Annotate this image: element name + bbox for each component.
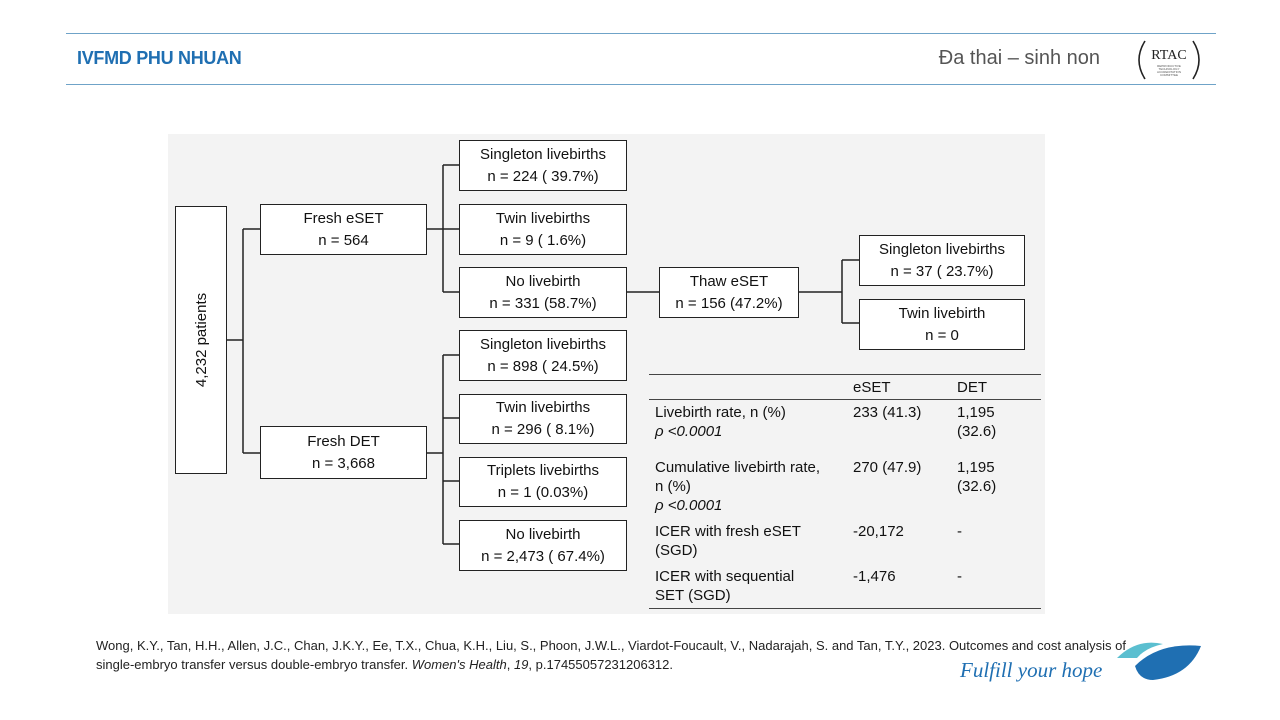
table-row-label-cell: ICER with fresh eSET (SGD) [649, 519, 847, 564]
row-label: ICER with fresh eSET (SGD) [655, 522, 801, 559]
node-title: Fresh DET [307, 432, 380, 450]
table-header-cell [649, 374, 847, 400]
table-cell: 1,195 (32.6) [957, 404, 997, 440]
root-node: 4,232 patients [175, 206, 227, 474]
det-singleton-node: Singleton livebirths n = 898 ( 24.5%) [459, 330, 627, 381]
node-count: n = 2,473 ( 67.4%) [481, 547, 605, 565]
row-label: ICER with sequential SET (SGD) [655, 567, 795, 604]
node-count: n = 898 ( 24.5%) [487, 357, 599, 375]
table-row: ICER with sequential SET (SGD) -1,476 - [649, 564, 1041, 609]
brand-name: IVFMD PHU NHUAN [77, 48, 242, 68]
table-header-cell: eSET [847, 374, 951, 400]
root-node-label: 4,232 patients [193, 292, 210, 388]
node-count: n = 1 (0.03%) [497, 484, 589, 501]
citation-volume: 19 [513, 657, 529, 672]
node-title: Twin livebirths [495, 399, 591, 416]
thaw-eset-node: Thaw eSET n = 156 (47.2%) [659, 267, 799, 318]
node-count: n = 3,668 [312, 454, 375, 472]
node-title: Twin livebirths [495, 209, 591, 227]
node-count: n = 331 (58.7%) [489, 294, 597, 312]
citation: Wong, K.Y., Tan, H.H., Allen, J.C., Chan… [96, 636, 1126, 674]
eset-twin-node: Twin livebirths n = 9 ( 1.6%) [459, 204, 627, 255]
header-top-rule [66, 33, 1216, 34]
node-title: Singleton livebirths [879, 240, 1005, 258]
table-row: ICER with fresh eSET (SGD) -20,172 - [649, 519, 1041, 564]
table-row-label-cell: ICER with sequential SET (SGD) [649, 564, 847, 609]
node-title: No livebirth [505, 272, 581, 290]
fresh-eset-node: Fresh eSET n = 564 [260, 204, 427, 255]
row-label: Cumulative livebirth rate, n (%) [655, 458, 821, 495]
eset-no-livebirth-node: No livebirth n = 331 (58.7%) [459, 267, 627, 318]
table-cell: 233 (41.3) [853, 404, 922, 421]
node-title: Triplets livebirths [487, 462, 599, 479]
table-row-label-cell: Livebirth rate, n (%) ρ <0.0001 [649, 400, 847, 455]
det-no-livebirth-node: No livebirth n = 2,473 ( 67.4%) [459, 520, 627, 571]
table-row-label-cell: Cumulative livebirth rate, n (%) ρ <0.00… [649, 455, 847, 519]
node-count: n = 564 [318, 231, 369, 249]
node-count: n = 156 (47.2%) [675, 294, 783, 312]
node-title: Fresh eSET [303, 209, 384, 227]
header-bottom-rule [66, 84, 1216, 85]
node-count: n = 0 [925, 326, 959, 344]
table-cell: - [957, 567, 962, 585]
table-header-row: eSET DET [649, 374, 1041, 400]
citation-text: Wong, K.Y., Tan, H.H., Allen, J.C., Chan… [96, 638, 1126, 672]
table-cell: 1,195 (32.6) [957, 458, 997, 495]
det-triplets-node: Triplets livebirths n = 1 (0.03%) [459, 457, 627, 507]
eset-singleton-node: Singleton livebirths n = 224 ( 39.7%) [459, 140, 627, 191]
node-count: n = 296 ( 8.1%) [491, 421, 595, 438]
rtac-logo: RTAC REPRODUCTIVE TECHNOLOGY ACCREDITATI… [1135, 38, 1203, 82]
thaw-singleton-node: Singleton livebirths n = 37 ( 23.7%) [859, 235, 1025, 286]
node-title: No livebirth [505, 525, 581, 543]
table-row: Livebirth rate, n (%) ρ <0.0001 233 (41.… [649, 400, 1041, 455]
node-title: Singleton livebirths [480, 335, 606, 353]
tagline: Fulfill your hope [960, 658, 1103, 682]
outcomes-table: eSET DET Livebirth rate, n (%) ρ <0.0001… [649, 374, 1041, 609]
table-cell: 270 (47.9) [853, 458, 922, 476]
row-p-value: ρ <0.0001 [655, 496, 723, 514]
table-cell: -20,172 [853, 522, 904, 540]
table-cell: -1,476 [853, 567, 896, 585]
row-p-value: ρ <0.0001 [655, 423, 723, 440]
brand-swirl-logo [1117, 642, 1201, 680]
citation-tail: , p.17455057231206312. [528, 657, 674, 672]
rtac-logo-text: RTAC [1151, 48, 1187, 63]
table-row: Cumulative livebirth rate, n (%) ρ <0.00… [649, 455, 1041, 519]
node-title: Twin livebirth [898, 304, 986, 322]
citation-journal: Women's Health [411, 657, 507, 672]
thaw-twin-node: Twin livebirth n = 0 [859, 299, 1025, 350]
citation-separator: , [506, 657, 514, 672]
node-title: Thaw eSET [689, 272, 769, 290]
table-cell: - [957, 522, 962, 540]
table-header-cell: DET [951, 374, 1041, 400]
rtac-logo-subtext: REPRODUCTIVE TECHNOLOGY ACCREDITATION CO… [1156, 64, 1182, 77]
row-label: Livebirth rate, n (%) [655, 404, 786, 421]
slide-title: Đa thai – sinh non [938, 47, 1100, 69]
node-count: n = 224 ( 39.7%) [487, 167, 599, 185]
fresh-det-node: Fresh DET n = 3,668 [260, 426, 427, 479]
node-title: Singleton livebirths [480, 145, 606, 163]
node-count: n = 9 ( 1.6%) [499, 231, 587, 249]
det-twin-node: Twin livebirths n = 296 ( 8.1%) [459, 394, 627, 444]
node-count: n = 37 ( 23.7%) [890, 262, 994, 280]
